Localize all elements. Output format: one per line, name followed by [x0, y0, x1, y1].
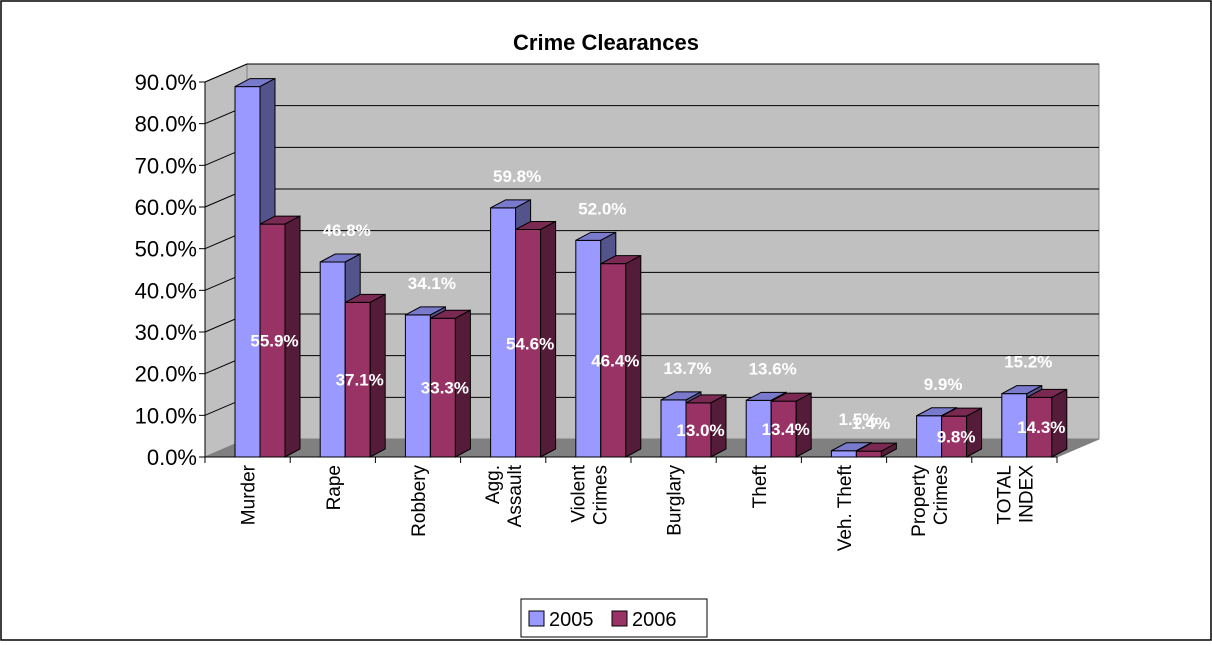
- bar-side: [710, 394, 727, 458]
- bar-2006-9: [1026, 388, 1068, 458]
- category-label: Murder: [239, 464, 260, 525]
- bar-front: [1001, 393, 1028, 458]
- data-label-2005-4: 52.0%: [578, 199, 626, 218]
- chart-title: Crime Clearances: [513, 30, 699, 55]
- category-label: TOTALINDEX: [994, 465, 1037, 525]
- category-label: Robbery: [409, 465, 430, 537]
- category-label-line: Crimes: [931, 465, 952, 525]
- data-label-2006-1: 37.1%: [336, 371, 384, 390]
- bar-side: [284, 215, 301, 458]
- legend-label-2006: 2006: [632, 609, 677, 631]
- y-tick-label: 40.0%: [135, 278, 197, 303]
- category-label-line: Agg.: [483, 465, 504, 504]
- category-label: Burglary: [665, 465, 686, 536]
- y-axis: 0.0% 10.0% 20.0% 30.0% 40.0% 50.0% 60.0% 70.0% 8…: [135, 70, 206, 470]
- bar-front: [575, 239, 602, 458]
- y-tick-label: 70.0%: [135, 153, 197, 178]
- bar-front: [234, 86, 261, 458]
- bar-front: [259, 223, 286, 458]
- y-tick-label: 10.0%: [135, 403, 197, 428]
- category-label-line: Robbery: [409, 465, 430, 537]
- bar-2006-3: [515, 220, 557, 458]
- category-label: Theft: [750, 464, 771, 508]
- bar-side: [540, 220, 557, 458]
- data-label-2005-7: 1.5%: [839, 410, 878, 429]
- category-label-line: TOTAL: [994, 465, 1015, 524]
- legend-swatch-2005: [528, 610, 545, 627]
- data-label-2005-2: 34.1%: [408, 274, 456, 293]
- category-label-line: Crimes: [590, 465, 611, 525]
- data-label-2006-4: 46.4%: [591, 351, 639, 370]
- y-tick-label: 50.0%: [135, 237, 197, 262]
- gridline: [204, 63, 1099, 83]
- category-label: Agg.Assault: [483, 464, 526, 527]
- data-label-2006-7: 1.4%: [852, 414, 891, 433]
- bar-side: [454, 309, 471, 458]
- legend-swatch-2006: [611, 610, 628, 627]
- category-label: ViolentCrimes: [568, 464, 611, 525]
- bar-side: [795, 392, 812, 458]
- data-label-2006-8: 9.8%: [937, 428, 976, 447]
- data-label-2005-5: 13.7%: [663, 359, 711, 378]
- x-axis: Murder Rape Robbery Agg.Assault ViolentCrime…: [204, 456, 1058, 551]
- legend: 2005 2006: [520, 598, 708, 638]
- data-label-2005-1: 46.8%: [323, 221, 371, 240]
- category-label-line: Murder: [239, 464, 260, 525]
- bar-2006-1: [344, 293, 386, 458]
- y-tick-label: 90.0%: [135, 70, 197, 95]
- bar-front: [1026, 396, 1053, 458]
- bar-2006-0: [259, 215, 301, 458]
- bar-2006-2: [429, 309, 471, 458]
- y-tick-label: 30.0%: [135, 320, 197, 345]
- category-label-line: Assault: [505, 464, 526, 527]
- bar-front: [490, 207, 517, 458]
- category-label-line: Property: [909, 465, 930, 537]
- bar-2006-7: [855, 442, 897, 458]
- category-label: PropertyCrimes: [909, 465, 952, 537]
- bar-2006-6: [770, 392, 812, 458]
- bar-2006-8: [941, 407, 983, 458]
- bar-2006-5: [685, 394, 727, 458]
- bar-side: [880, 442, 897, 458]
- y-tick-label: 60.0%: [135, 195, 197, 220]
- bar-side: [1051, 388, 1068, 458]
- data-label-2006-6: 13.4%: [762, 420, 810, 439]
- bar-side: [369, 293, 386, 458]
- data-label-2006-5: 13.0%: [676, 421, 724, 440]
- data-label-2006-0: 55.9%: [250, 332, 298, 351]
- data-label-2005-8: 9.9%: [924, 375, 963, 394]
- category-label-line: Veh. Theft: [835, 464, 856, 551]
- y-tick-label: 80.0%: [135, 112, 197, 137]
- category-label-line: Theft: [750, 464, 771, 508]
- bar-2006-4: [600, 254, 642, 458]
- data-labels: 55.9% 46.8% 37.1% 34.1% 33.3% 59.8% 54.6% 52.0%…: [250, 167, 1065, 447]
- category-label-line: Rape: [324, 465, 345, 510]
- bar-front: [830, 450, 857, 458]
- data-label-2006-2: 33.3%: [421, 379, 469, 398]
- category-label: Rape: [324, 465, 345, 510]
- bar-side: [966, 407, 983, 458]
- category-label: Veh. Theft: [835, 464, 856, 551]
- bar-side: [625, 254, 642, 458]
- bar-front: [319, 261, 346, 458]
- data-label-2006-9: 14.3%: [1017, 418, 1065, 437]
- data-label-2006-3: 54.6%: [506, 334, 554, 353]
- category-label-line: Violent: [568, 464, 589, 522]
- data-label-2005-6: 13.6%: [749, 359, 797, 378]
- data-label-2005-3: 59.8%: [493, 167, 541, 186]
- bars: [234, 77, 1068, 458]
- y-tick-label: 20.0%: [135, 362, 197, 387]
- category-label-line: Burglary: [665, 465, 686, 536]
- legend-label-2005: 2005: [549, 609, 594, 631]
- bar-front: [855, 450, 882, 458]
- category-label-line: INDEX: [1016, 465, 1037, 523]
- y-tick-label: 0.0%: [147, 445, 197, 470]
- data-label-2005-9: 15.2%: [1004, 353, 1052, 372]
